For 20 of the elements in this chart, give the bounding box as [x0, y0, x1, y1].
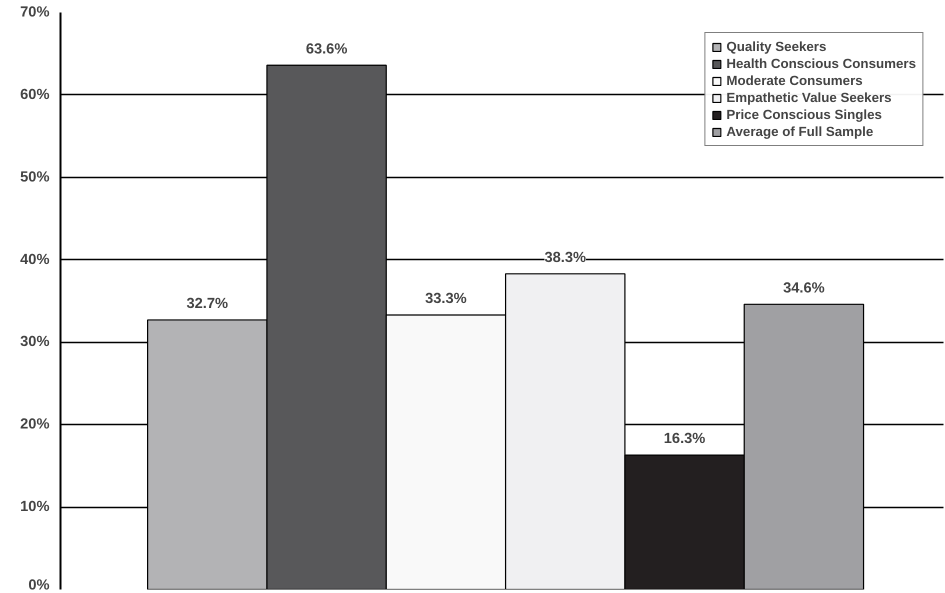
- legend-label: Moderate Consumers: [726, 73, 863, 88]
- data-label: 34.6%: [783, 280, 825, 296]
- y-tick-label: 30%: [20, 334, 50, 350]
- y-tick-label: 40%: [20, 252, 50, 268]
- y-tick-label: 50%: [20, 169, 50, 186]
- data-label: 16.3%: [664, 431, 706, 448]
- legend-label: Health Conscious Consumers: [726, 56, 916, 71]
- legend-label: Average of Full Sample: [726, 124, 874, 139]
- data-label: 32.7%: [186, 296, 228, 312]
- data-label: 33.3%: [425, 291, 467, 308]
- data-label: 63.6%: [306, 41, 348, 58]
- y-tick-label: 20%: [20, 416, 50, 433]
- legend-label: Empathetic Value Seekers: [726, 90, 892, 105]
- legend-label: Quality Seekers: [726, 39, 826, 54]
- y-tick-label: 70%: [20, 4, 50, 20]
- y-tick-label: 60%: [20, 86, 50, 103]
- y-tick-label: 0%: [28, 578, 50, 593]
- data-label: 38.3%: [544, 250, 586, 266]
- y-tick-label: 10%: [20, 499, 50, 516]
- legend-label: Price Conscious Singles: [726, 107, 882, 122]
